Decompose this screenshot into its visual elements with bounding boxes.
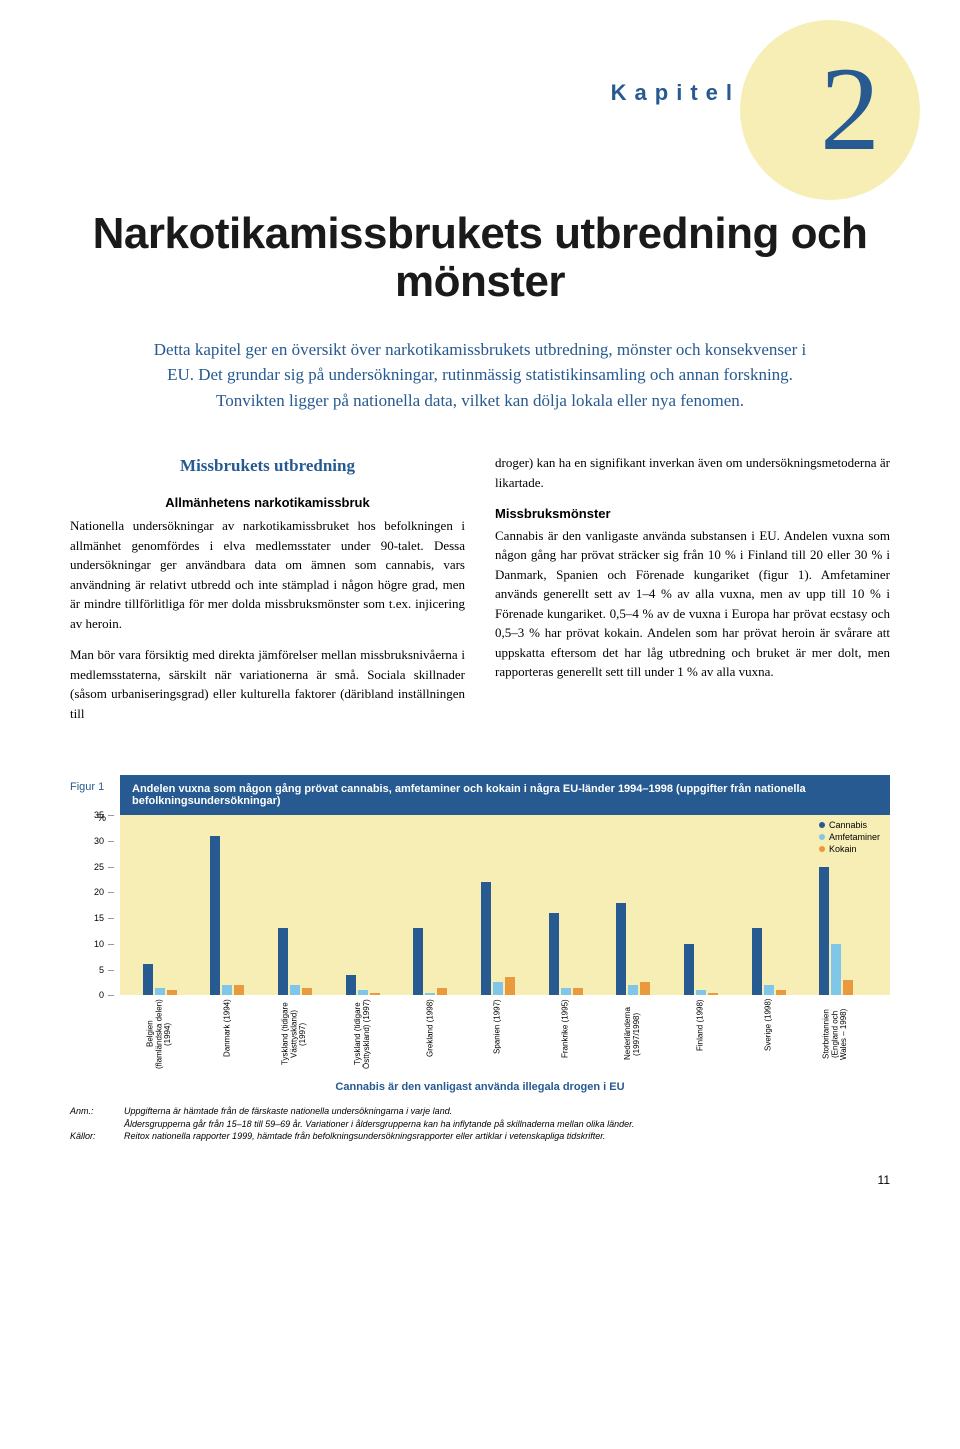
- country-group: [599, 815, 667, 995]
- legend-amphetamines: Amfetaminer: [819, 832, 880, 842]
- bar-cannabis: [346, 975, 356, 996]
- bar-cannabis: [819, 867, 829, 996]
- figure-label: Figur 1: [70, 775, 120, 815]
- section-heading: Missbrukets utbredning: [70, 453, 465, 479]
- country-group: [329, 815, 397, 995]
- bar-cocaine: [505, 977, 515, 995]
- x-label: Belgien (flamländska delen) (1994): [126, 999, 194, 1069]
- chapter-number: 2: [820, 40, 880, 178]
- bar-cannabis: [684, 944, 694, 995]
- country-group: [261, 815, 329, 995]
- bar-cannabis: [752, 928, 762, 995]
- legend-cocaine: Kokain: [819, 844, 880, 854]
- x-label: Danmark (1994): [194, 999, 262, 1069]
- x-label: Spanien (1997): [464, 999, 532, 1069]
- bar-cocaine: [573, 988, 583, 996]
- x-axis-labels: Belgien (flamländska delen) (1994)Danmar…: [120, 995, 890, 1069]
- y-tick: 5: [99, 965, 104, 975]
- left-column: Missbrukets utbredning Allmänhetens nark…: [70, 453, 465, 735]
- figure-notes: Anm.: Uppgifterna är hämtade från de fär…: [70, 1105, 890, 1130]
- bar-amphetamines: [831, 944, 841, 995]
- bar-cocaine: [234, 985, 244, 995]
- x-label: Finland (1998): [667, 999, 735, 1069]
- source-label: Källor:: [70, 1130, 110, 1143]
- bar-cannabis: [481, 882, 491, 995]
- figure-sources: Källor: Reitox nationella rapporter 1999…: [70, 1130, 890, 1143]
- bar-cannabis: [616, 903, 626, 996]
- bar-cannabis: [413, 928, 423, 995]
- country-group: [194, 815, 262, 995]
- country-group: [126, 815, 194, 995]
- bar-amphetamines: [493, 982, 503, 995]
- legend-cannabis: Cannabis: [819, 820, 880, 830]
- y-tick: 10: [94, 939, 104, 949]
- x-label: Tyskland (tidigare Östtyskland) (1997): [329, 999, 397, 1069]
- x-label: Storbritannien (England och Wales – 1998…: [802, 999, 870, 1069]
- y-tick: 35: [94, 810, 104, 820]
- country-group: [735, 815, 803, 995]
- x-label: Tyskland (tidigare Västtyskland) (1997): [261, 999, 329, 1069]
- country-group: [464, 815, 532, 995]
- bar-amphetamines: [290, 985, 300, 995]
- x-label: Grekland (1998): [397, 999, 465, 1069]
- bar-amphetamines: [155, 988, 165, 996]
- y-tick: 30: [94, 836, 104, 846]
- x-label: Sverige (1998): [735, 999, 803, 1069]
- y-axis: % 05101520253035: [70, 815, 120, 995]
- x-label: Frankrike (1995): [532, 999, 600, 1069]
- bar-cannabis: [210, 836, 220, 995]
- right-column: droger) kan ha en signifikant inverkan ä…: [495, 453, 890, 735]
- bar-cocaine: [370, 993, 380, 996]
- bar-amphetamines: [696, 990, 706, 995]
- subheading-missbruksmonster: Missbruksmönster: [495, 504, 890, 524]
- note-label: Anm.:: [70, 1105, 110, 1130]
- subheading-allmanhetens: Allmänhetens narkotikamissbruk: [70, 493, 465, 513]
- y-tick: 20: [94, 887, 104, 897]
- bar-amphetamines: [764, 985, 774, 995]
- bar-cocaine: [776, 990, 786, 995]
- bar-amphetamines: [358, 990, 368, 995]
- note-text: Uppgifterna är hämtade från de färskaste…: [124, 1105, 634, 1130]
- y-tick: 15: [94, 913, 104, 923]
- y-tick: 25: [94, 862, 104, 872]
- chapter-header: Kapitel 2: [70, 50, 890, 170]
- bar-cocaine: [708, 993, 718, 996]
- country-group: [532, 815, 600, 995]
- bar-amphetamines: [425, 993, 435, 996]
- paragraph: droger) kan ha en signifikant inverkan ä…: [495, 453, 890, 492]
- bar-cannabis: [278, 928, 288, 995]
- body-columns: Missbrukets utbredning Allmänhetens nark…: [70, 453, 890, 735]
- country-group: [667, 815, 735, 995]
- paragraph: Man bör vara försiktig med direkta jämfö…: [70, 645, 465, 723]
- intro-paragraph: Detta kapitel ger en översikt över narko…: [140, 337, 820, 414]
- page-number: 11: [70, 1173, 890, 1187]
- bar-cocaine: [437, 988, 447, 996]
- bar-amphetamines: [628, 985, 638, 995]
- source-text: Reitox nationella rapporter 1999, hämtad…: [124, 1130, 605, 1143]
- paragraph: Cannabis är den vanligaste använda subst…: [495, 526, 890, 682]
- chart-plot: Cannabis Amfetaminer Kokain: [120, 815, 890, 995]
- bar-cannabis: [549, 913, 559, 995]
- chart-legend: Cannabis Amfetaminer Kokain: [819, 820, 880, 856]
- x-label: Nederländerna (1997/1998): [599, 999, 667, 1069]
- figure-title: Andelen vuxna som någon gång prövat cann…: [120, 775, 890, 815]
- kapitel-label: Kapitel: [611, 80, 740, 106]
- bar-cocaine: [843, 980, 853, 995]
- country-group: [397, 815, 465, 995]
- bar-cocaine: [167, 990, 177, 995]
- page-title: Narkotikamissbrukets utbredning och möns…: [70, 210, 890, 307]
- bar-amphetamines: [561, 988, 571, 996]
- bar-cocaine: [640, 982, 650, 995]
- bar-cocaine: [302, 988, 312, 996]
- bar-amphetamines: [222, 985, 232, 995]
- figure-1: Figur 1 Andelen vuxna som någon gång prö…: [70, 775, 890, 1143]
- figure-caption: Cannabis är den vanligast använda illega…: [70, 1081, 890, 1093]
- bar-cannabis: [143, 964, 153, 995]
- paragraph: Nationella undersökningar av narkotikami…: [70, 516, 465, 633]
- y-tick: 0: [99, 990, 104, 1000]
